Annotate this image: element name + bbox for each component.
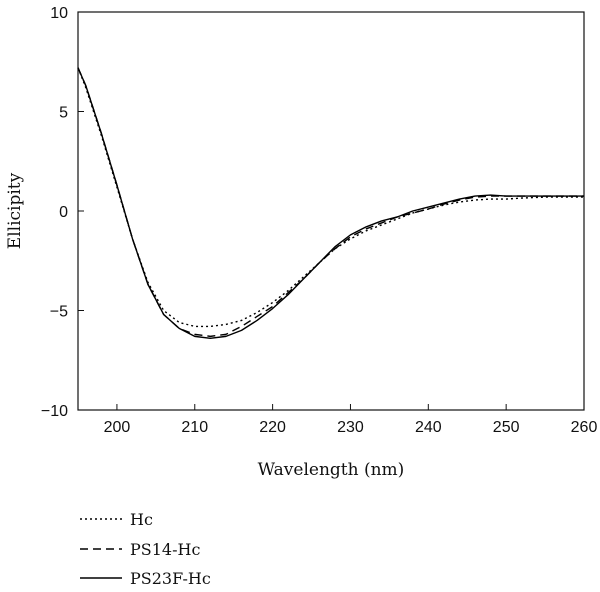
x-axis-title: Wavelength (nm) — [258, 460, 405, 480]
x-tick-label: 230 — [337, 419, 364, 436]
series-line-ps14-hc — [77, 67, 584, 338]
legend-label-ps14-hc: PS14-Hc — [130, 540, 200, 559]
y-tick-label: −5 — [50, 304, 68, 321]
x-tick-label: 240 — [415, 419, 442, 436]
series-line-ps23f-hc — [77, 67, 584, 340]
x-tick-label: 260 — [571, 419, 598, 436]
y-tick-label: −10 — [41, 403, 68, 420]
series-lines — [77, 67, 584, 340]
x-tick-label: 210 — [181, 419, 208, 436]
series-line-hc — [77, 67, 584, 328]
y-tick-label: 0 — [59, 204, 68, 221]
y-tick-label: 10 — [50, 5, 68, 22]
y-axis-ticks: −10 −5 0 5 10 — [41, 5, 84, 420]
y-axis-title: Ellicipity — [5, 172, 25, 249]
y-tick-label: 5 — [59, 105, 68, 122]
legend-label-hc: Hc — [130, 510, 153, 529]
x-tick-label: 250 — [493, 419, 520, 436]
x-axis-ticks: 200 210 220 230 240 250 260 — [104, 404, 598, 436]
x-tick-label: 200 — [104, 419, 131, 436]
legend: Hc PS14-Hc PS23F-Hc — [80, 510, 211, 588]
legend-label-ps23f-hc: PS23F-Hc — [130, 569, 211, 588]
x-tick-label: 220 — [259, 419, 286, 436]
plot-frame — [77, 11, 585, 411]
